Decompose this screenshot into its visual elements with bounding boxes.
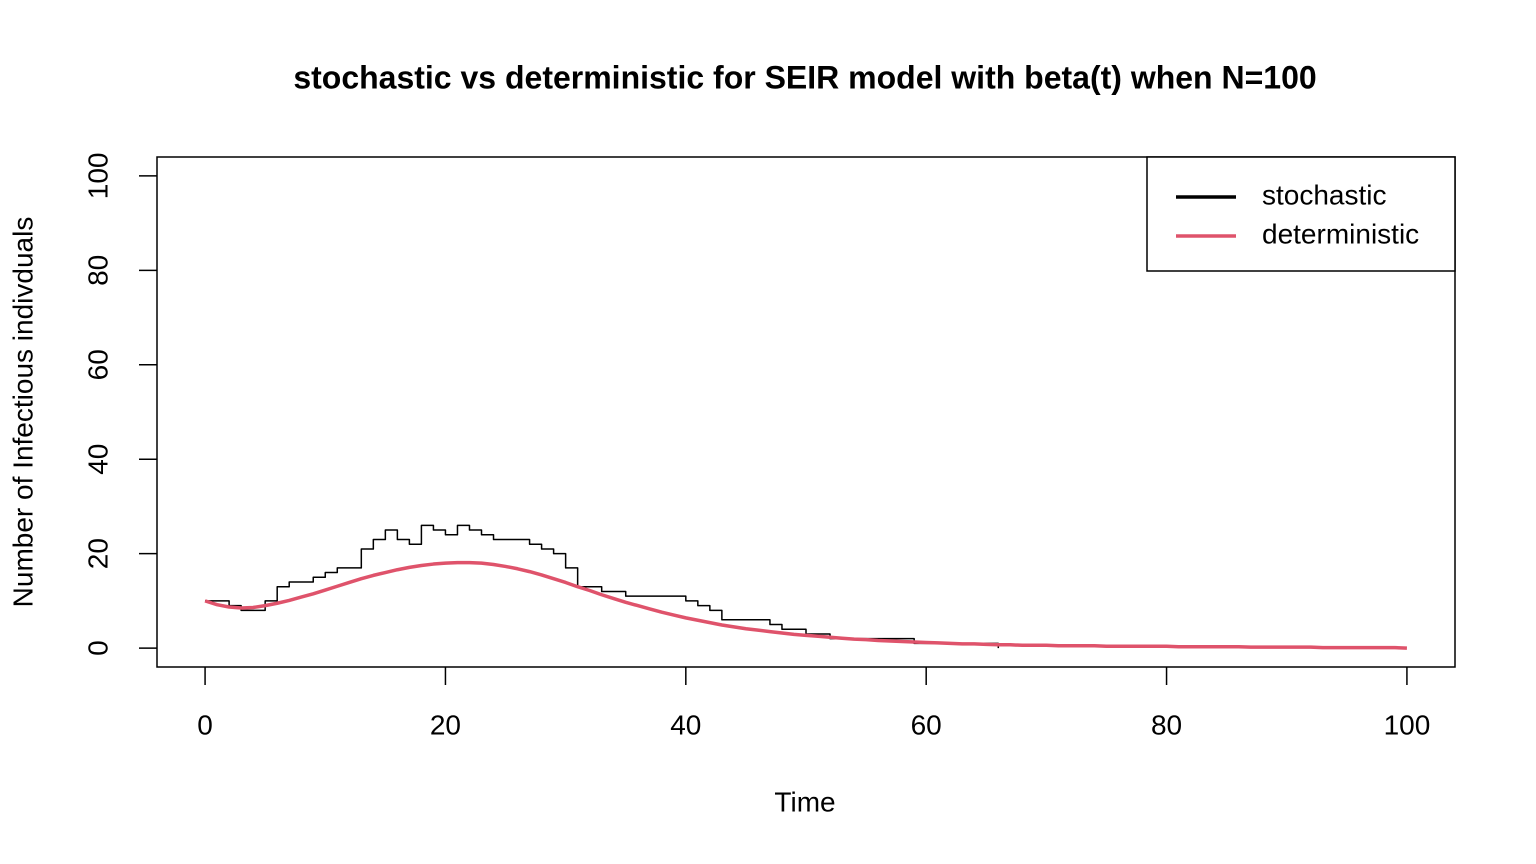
series-line — [205, 524, 1000, 649]
x-tick-label: 20 — [430, 709, 461, 740]
legend-label: stochastic — [1262, 179, 1387, 210]
x-axis-label: Time — [774, 786, 835, 817]
x-tick-label: 60 — [911, 709, 942, 740]
x-tick-label: 100 — [1384, 709, 1431, 740]
x-tick-label: 80 — [1151, 709, 1182, 740]
legend-label: deterministic — [1262, 218, 1419, 249]
y-tick-label: 20 — [82, 538, 113, 569]
plot-frame — [156, 156, 1456, 668]
y-axis-label: Number of Infectious indivduals — [7, 217, 38, 608]
series-line — [204, 560, 1407, 650]
x-tick-label: 0 — [197, 709, 213, 740]
chart-title: stochastic vs deterministic for SEIR mod… — [293, 59, 1316, 95]
legend-box — [1146, 156, 1456, 272]
x-tick-label: 40 — [670, 709, 701, 740]
y-tick-label: 100 — [82, 153, 113, 200]
y-tick-label: 0 — [82, 640, 113, 656]
y-tick-label: 60 — [82, 349, 113, 380]
y-tick-label: 80 — [82, 255, 113, 286]
y-tick-label: 40 — [82, 444, 113, 475]
